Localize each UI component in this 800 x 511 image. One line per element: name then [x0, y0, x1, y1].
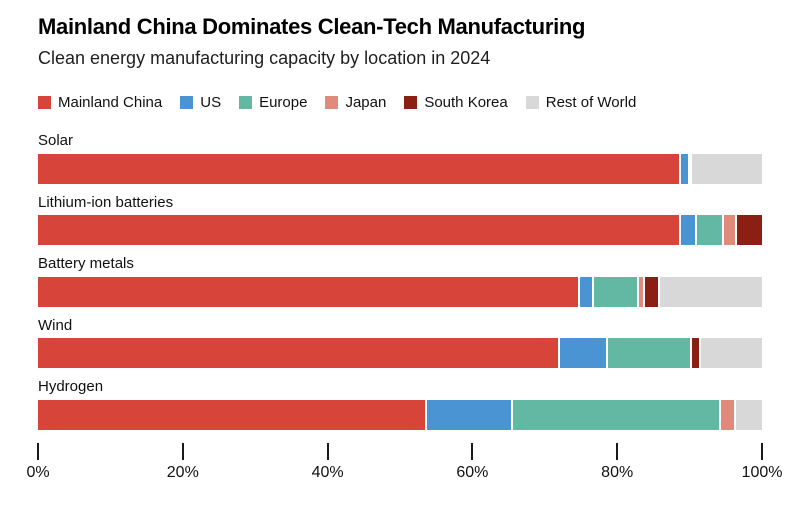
x-axis-tick-mark [326, 442, 329, 460]
bar-segment-us [580, 276, 595, 307]
bar-segment-rest-of-world [701, 338, 762, 369]
bar-segment-mainland-china [38, 276, 581, 307]
category-label: Hydrogen [38, 378, 104, 396]
legend: Mainland China US Europe Japan South Korea Re… [38, 94, 762, 111]
legend-label: South Korea [424, 94, 508, 112]
bar-segment-mainland-china [38, 215, 681, 246]
bar-segment-japan [724, 215, 737, 246]
category-label: Solar [38, 132, 74, 150]
bar-segment-europe [594, 276, 639, 307]
stacked-bar-lithium-ion-batteries [38, 215, 762, 246]
category-label: Lithium-ion batteries [38, 193, 174, 211]
stacked-bar-solar [38, 153, 762, 184]
bar-row-solar: Solar [38, 133, 762, 184]
bar-segment-us [426, 399, 513, 430]
x-axis-tick-label: 60% [456, 463, 489, 481]
legend-swatch-icon [38, 96, 51, 110]
chart-rows: Solar Lithium-ion batteries Battery metals… [38, 133, 762, 430]
legend-item-us: US [180, 94, 221, 111]
bar-row-wind: Wind [38, 316, 762, 369]
bar-segment-europe [696, 215, 725, 246]
legend-swatch-icon [404, 96, 418, 110]
bar-segment-rest-of-world [692, 153, 762, 184]
bar-segment-europe [607, 338, 693, 369]
bar-segment-mainland-china [38, 338, 560, 369]
bar-segment-rest-of-world [659, 276, 762, 307]
bar-segment-europe [512, 399, 721, 430]
legend-item-rest-of-world: Rest of World [525, 94, 637, 112]
stacked-bar-wind [38, 338, 762, 369]
chart-subtitle: Clean energy manufacturing capacity by l… [38, 48, 491, 69]
legend-label: Rest of World [545, 94, 637, 112]
legend-swatch-icon [239, 96, 253, 110]
legend-swatch-icon [180, 96, 194, 110]
legend-swatch-icon [325, 96, 339, 110]
bar-segment-south-korea [644, 276, 660, 307]
bar-segment-mainland-china [38, 153, 681, 184]
x-axis-tick-mark [181, 442, 184, 460]
x-axis-tick-label: 0% [26, 463, 50, 481]
legend-item-south-korea: South Korea [404, 94, 508, 112]
x-axis-tick-mark [761, 442, 763, 460]
legend-label: Japan [345, 94, 387, 112]
bar-segment-rest-of-world [735, 399, 762, 430]
legend-swatch-icon [525, 96, 539, 110]
x-axis: 0% 20% 40% 60% 80% 100% [26, 442, 782, 485]
bar-segment-us [680, 215, 697, 246]
category-label: Wind [38, 316, 73, 334]
bar-row-lithium-ion-batteries: Lithium-ion batteries [38, 193, 762, 246]
x-axis-tick-label: 80% [601, 463, 634, 481]
legend-item-japan: Japan [325, 94, 386, 111]
bar-row-hydrogen: Hydrogen [38, 379, 762, 430]
bar-segment-mainland-china [38, 399, 427, 430]
x-axis-tick-label: 40% [311, 463, 344, 481]
legend-label: Europe [259, 94, 308, 112]
stacked-bar-hydrogen [38, 399, 762, 430]
stacked-bar-battery-metals [38, 276, 762, 307]
bar-segment-south-korea [692, 338, 702, 369]
bar-row-battery-metals: Battery metals [38, 256, 762, 307]
bar-segment-south-korea [689, 153, 693, 184]
legend-item-mainland-china: Mainland China [38, 94, 162, 111]
legend-label: US [200, 94, 222, 112]
x-axis-tick-mark [471, 442, 474, 460]
bar-segment-us [560, 338, 608, 369]
legend-item-europe: Europe [239, 94, 307, 111]
category-label: Battery metals [38, 255, 134, 273]
legend-label: Mainland China [58, 94, 163, 112]
chart-title: Mainland China Dominates Clean-Tech Manu… [38, 14, 586, 39]
chart-page: Mainland China Dominates Clean-Tech Manu… [26, 14, 782, 485]
x-axis-tick-label: 100% [741, 463, 783, 481]
bar-segment-japan [638, 276, 645, 307]
x-axis-tick-mark [616, 442, 619, 460]
x-axis-tick-mark [37, 442, 39, 460]
bar-segment-south-korea [736, 215, 762, 246]
bar-segment-japan [720, 399, 736, 430]
bar-segment-us [680, 153, 690, 184]
x-axis-tick-label: 20% [166, 463, 199, 481]
